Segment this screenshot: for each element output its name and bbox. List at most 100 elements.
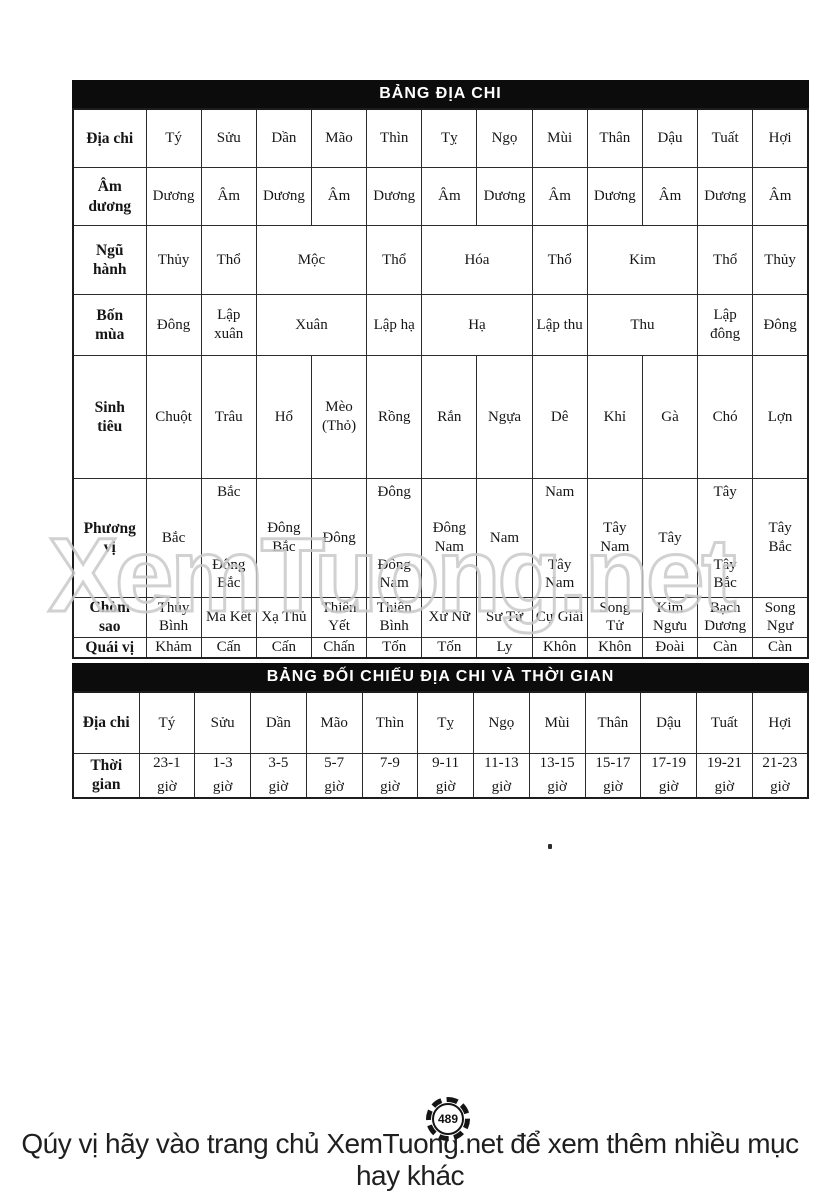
column-header: Tuất	[697, 108, 754, 168]
table-cell: Tây Bắc	[752, 478, 809, 598]
column-header: Tuất	[696, 691, 753, 754]
cell-line: giờ	[491, 778, 512, 795]
table-row: Bốn mùa Đông Lập xuân Xuân Lập hạ Hạ Lập thu Th…	[72, 294, 809, 356]
table-cell: Xuân	[255, 294, 368, 356]
table-cell: Dương	[366, 167, 423, 226]
table-cell: Chó	[697, 355, 754, 479]
row-label: Thời gian	[72, 753, 140, 798]
table-cell: Đông	[310, 478, 368, 598]
cell-line: giờ	[603, 778, 623, 795]
column-header: Thân	[584, 691, 642, 754]
table-cell: Hạ	[421, 294, 533, 356]
table-cell: 15-17 giờ	[584, 753, 642, 798]
table-cell: Gà	[641, 355, 699, 479]
table-cell: Thủy Bình	[145, 597, 202, 638]
table-cell: Thu	[586, 294, 699, 356]
table-cell: Âm	[641, 167, 699, 226]
cell-line: giờ	[324, 778, 344, 795]
table-cell: Dương	[255, 167, 312, 226]
table-cell: Trâu	[200, 355, 257, 479]
table-cell: Âm	[531, 167, 588, 226]
table-cell: Khỉ	[586, 355, 643, 479]
table-cell: Dương	[586, 167, 643, 226]
table-cell: 1-3 giờ	[194, 753, 251, 798]
column-header: Ngọ	[473, 691, 530, 754]
cell-line: Tây Nam	[545, 556, 575, 592]
cell-line: Đông	[377, 484, 411, 500]
column-header: Tỵ	[417, 691, 474, 754]
column-header: Dậu	[640, 691, 697, 754]
table-cell: Khôn	[586, 636, 643, 659]
table-cell: Chấn	[310, 636, 368, 659]
table-cell: Lợn	[752, 355, 809, 479]
column-header: Thìn	[361, 691, 419, 754]
cell-line: 5-7	[324, 755, 345, 771]
table-cell: Bạch Dương	[697, 597, 754, 638]
table-cell: Càn	[697, 636, 754, 659]
page-number: 489	[432, 1103, 464, 1135]
cell-line: 11-13	[484, 755, 519, 771]
table-cell: Thiên Bình	[366, 597, 423, 638]
cell-line: 21-23	[762, 755, 798, 771]
table-cell: Tây Nam	[586, 478, 643, 598]
column-header: Ngọ	[476, 108, 533, 168]
table-cell: Xử Nữ	[421, 597, 478, 638]
column-header: Sửu	[200, 108, 257, 168]
table-cell: Tây Tây Bắc	[697, 478, 754, 598]
table-cell: 5-7 giờ	[305, 753, 363, 798]
table-cell: Dương	[697, 167, 754, 226]
column-header: Mão	[310, 108, 368, 168]
cell-line: giờ	[547, 778, 567, 795]
table-cell: 7-9 giờ	[361, 753, 419, 798]
table-cell: Chuột	[145, 355, 202, 479]
time-comparison-table: BẢNG ĐỐI CHIẾU ĐỊA CHI VÀ THỜI GIAN Địa …	[72, 663, 809, 799]
table-cell: Lập xuân	[200, 294, 257, 356]
table-cell: Song Ngư	[752, 597, 809, 638]
table-cell: Âm	[310, 167, 368, 226]
table-cell: Xạ Thủ	[255, 597, 312, 638]
row-label: Sinh tiêu	[72, 355, 147, 479]
time-grid: Địa chi Tý Sửu Dần Mão Thìn Tỵ Ngọ Mùi Thân Dậu Tuấ…	[72, 691, 809, 799]
cell-line: 23-1	[153, 755, 181, 771]
row-label: Phương vị	[72, 478, 147, 598]
table-cell: 19-21 giờ	[696, 753, 753, 798]
table-cell: 13-15 giờ	[528, 753, 586, 798]
cell-line: giờ	[268, 778, 289, 795]
table-cell: Thổ	[200, 225, 257, 295]
table-row: Quái vị Khảm Cấn Cấn Chấn Tốn Tốn Ly Khôn Khôn Đoà…	[72, 636, 809, 659]
table-cell: Hóa	[421, 225, 533, 295]
table-cell: Dê	[531, 355, 588, 479]
cell-line: 3-5	[268, 755, 289, 771]
cell-line: 15-17	[595, 755, 631, 771]
table-cell: Lập hạ	[366, 294, 423, 356]
table-cell: Tốn	[366, 636, 423, 659]
table-cell: Kim	[586, 225, 699, 295]
cell-line: giờ	[770, 778, 790, 795]
cell-line: Đông Nam	[377, 556, 411, 592]
row-label: Chòm sao	[72, 597, 147, 638]
cell-line: giờ	[658, 778, 679, 795]
column-header: Mùi	[531, 108, 588, 168]
time-comparison-table-title: BẢNG ĐỐI CHIẾU ĐỊA CHI VÀ THỜI GIAN	[72, 663, 809, 691]
table-cell: Âm	[200, 167, 257, 226]
column-header: Hợi	[752, 108, 809, 168]
row-label: Địa chi	[72, 691, 140, 754]
cell-line: 7-9	[379, 755, 400, 771]
column-header: Mão	[305, 691, 363, 754]
table-cell: Lập thu	[531, 294, 588, 356]
column-header: Tý	[145, 108, 202, 168]
cell-line: giờ	[714, 778, 735, 795]
column-header: Mùi	[528, 691, 586, 754]
table-cell: Rồng	[366, 355, 423, 479]
cell-line: giờ	[435, 778, 456, 795]
row-label: Âm dương	[72, 167, 147, 226]
row-label: Địa chi	[72, 108, 147, 168]
table-cell: 3-5 giờ	[250, 753, 307, 798]
cell-line: Tây	[713, 484, 737, 500]
table-cell: Khảm	[145, 636, 202, 659]
cell-line: 19-21	[706, 755, 742, 771]
table-cell: Ly	[476, 636, 533, 659]
cell-line: Đông Bắc	[212, 556, 246, 592]
table-cell: Đông	[145, 294, 202, 356]
page-number-badge: 489	[426, 1097, 470, 1141]
